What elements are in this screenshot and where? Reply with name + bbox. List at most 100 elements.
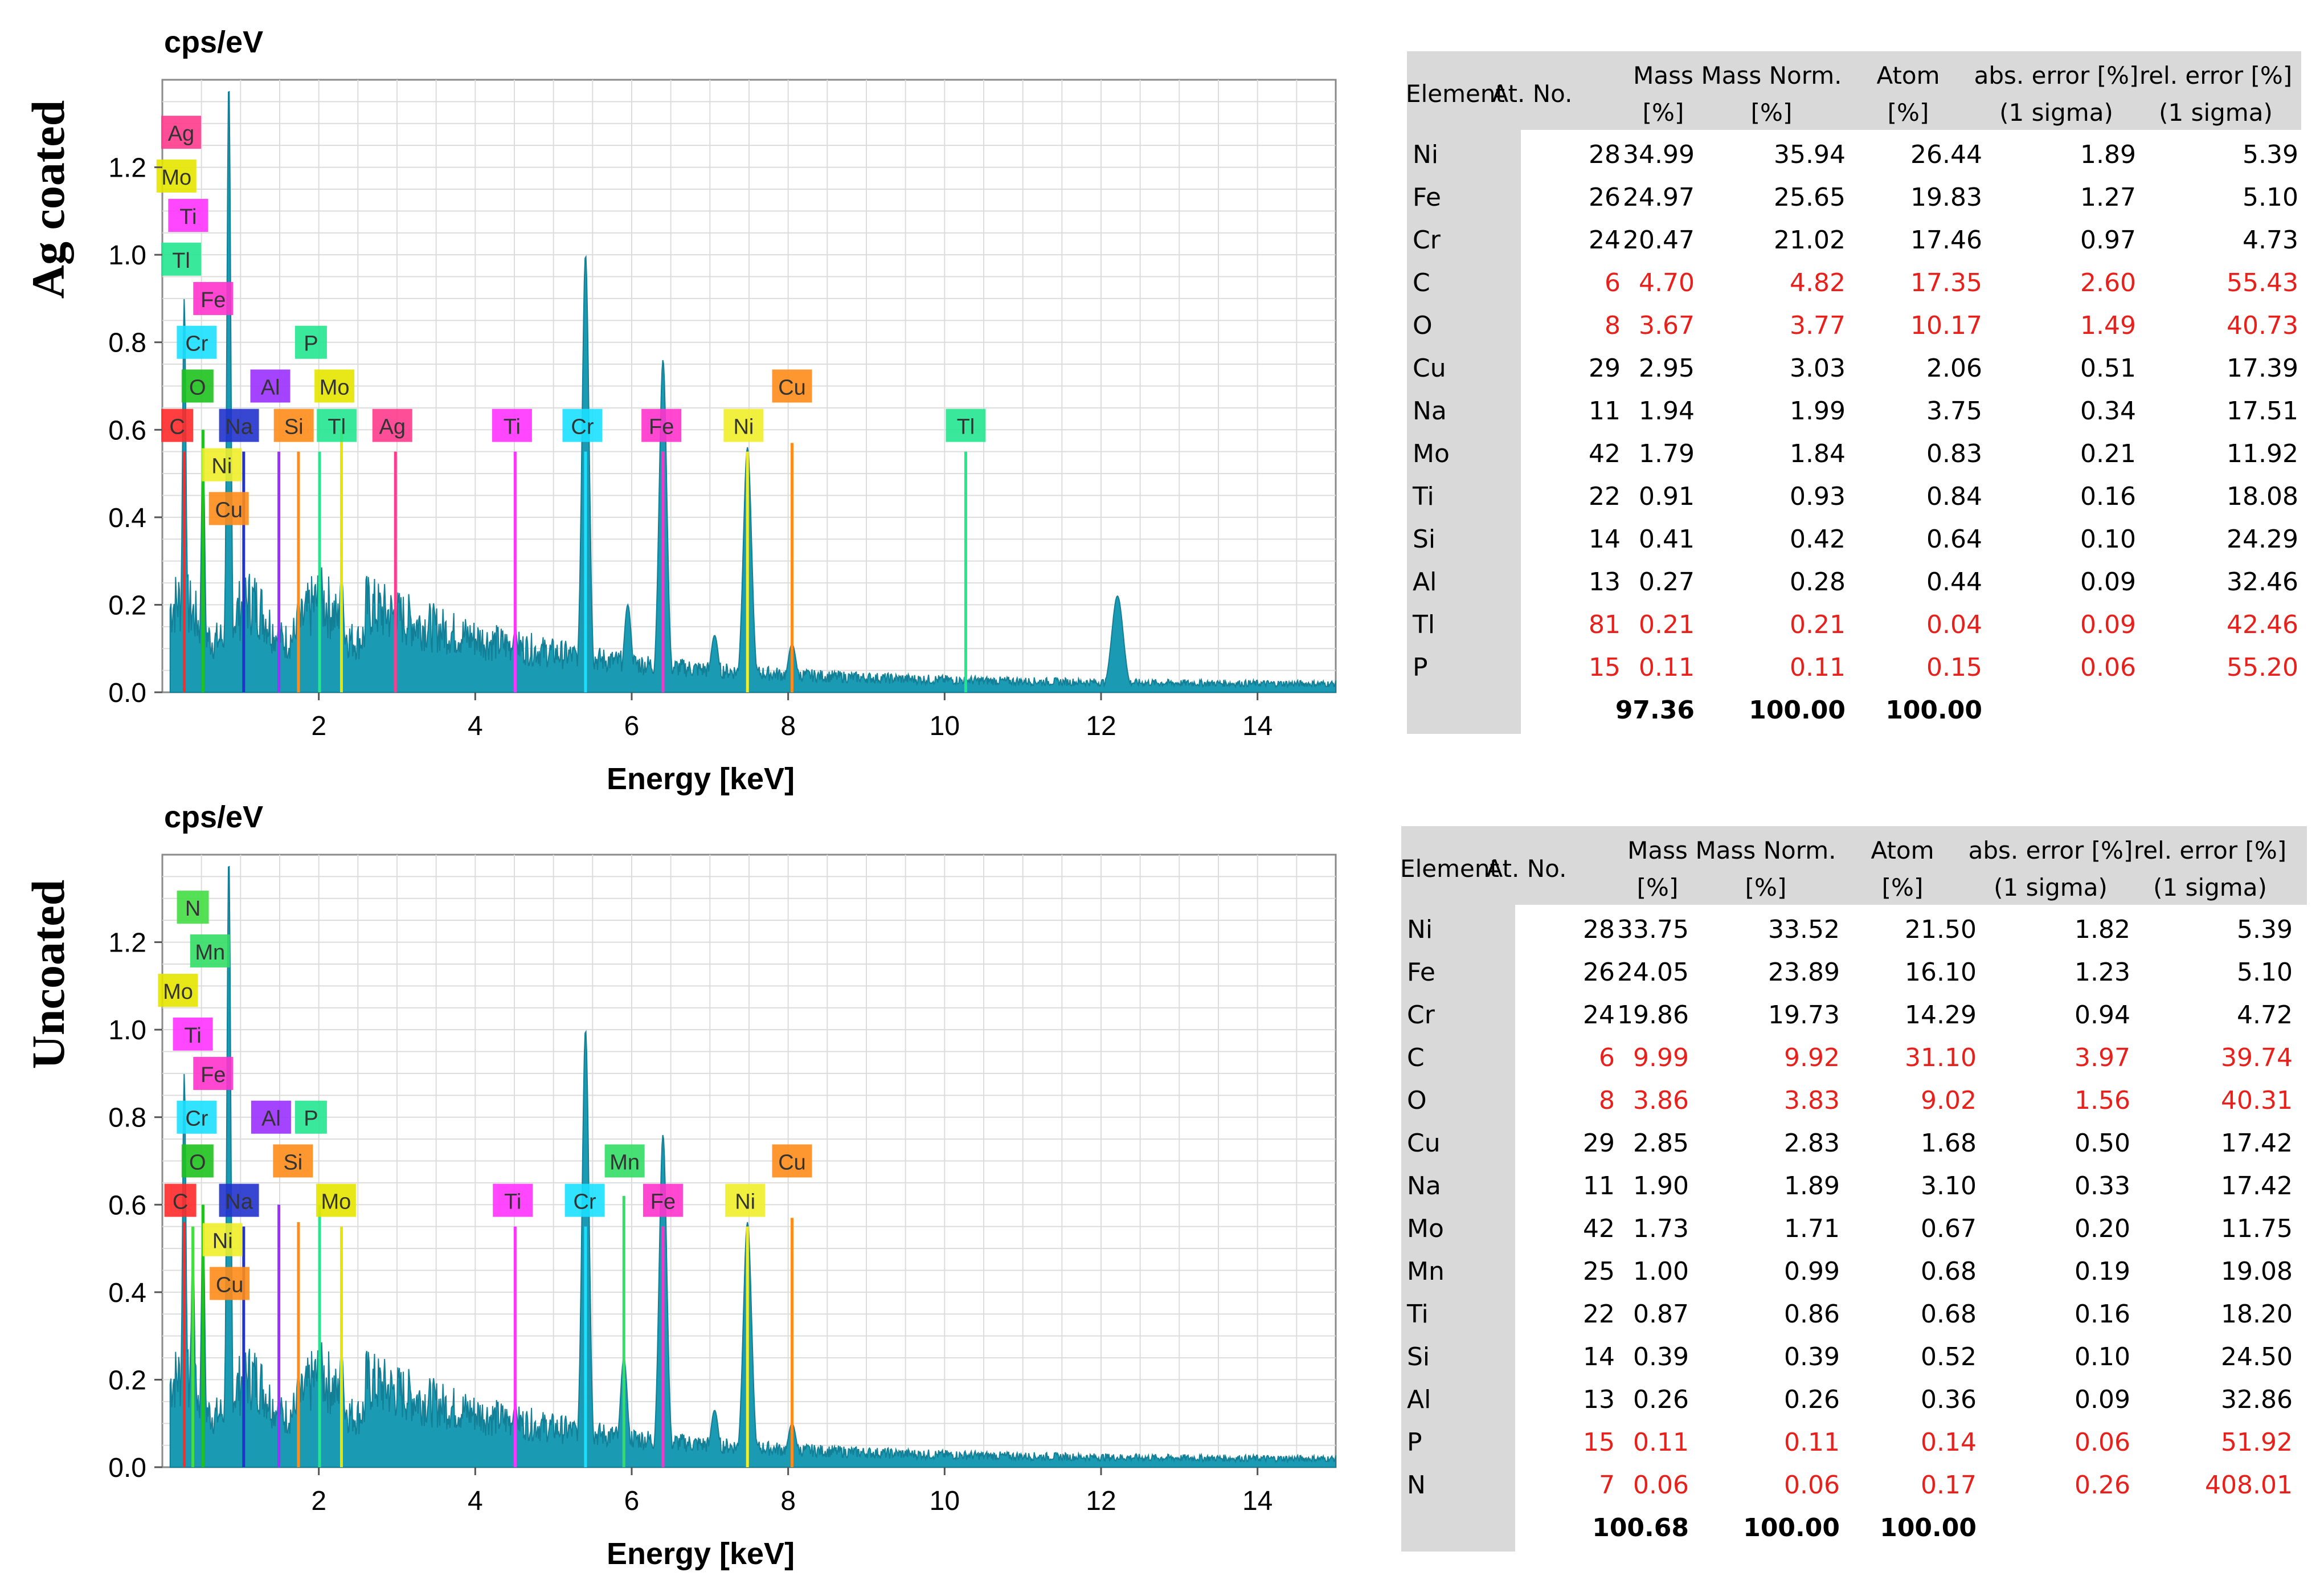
element-label-box [250, 369, 290, 403]
element-label-o: O [181, 369, 214, 403]
table-value-cell: 1.23 [2075, 958, 2130, 987]
element-label-box [772, 1144, 812, 1178]
table-value-cell: 0.14 [1921, 1428, 1977, 1457]
element-label-tl: Tl [161, 242, 201, 276]
element-label-c: C [161, 409, 194, 442]
table-value-cell: 0.28 [1790, 568, 1846, 597]
table-value-cell: 19.08 [2221, 1257, 2293, 1286]
table-value-cell: 5.10 [2237, 958, 2293, 987]
table-value-cell: 5.10 [2243, 183, 2298, 212]
y-tick-label: 0.4 [108, 1278, 146, 1308]
y-tick-label: 1.2 [108, 928, 146, 958]
table-value-cell: 10.17 [1910, 311, 1982, 340]
element-label-fe: Fe [641, 409, 682, 442]
table-value-cell: 0.51 [2080, 354, 2136, 383]
element-label-text: Na [225, 1190, 253, 1214]
element-label-box [158, 974, 198, 1007]
table-value-cell: 19.83 [1910, 183, 1982, 212]
element-label-text: Ag [168, 122, 194, 146]
table-value-cell: 1.84 [1790, 439, 1846, 468]
element-label-text: Mn [609, 1151, 640, 1175]
table-value-cell: 0.19 [2075, 1257, 2130, 1286]
element-label-text: N [185, 897, 201, 921]
element-label-box [317, 409, 357, 442]
x-tick-label: 8 [780, 1486, 796, 1516]
table-value-cell: 55.43 [2227, 268, 2298, 297]
element-label-na: Na [219, 1183, 259, 1217]
table-value-cell: 1.90 [1633, 1171, 1689, 1201]
table-value-cell: 11.75 [2221, 1214, 2293, 1243]
table-value-cell: 0.91 [1639, 482, 1695, 511]
table-value-cell: 15 [1589, 653, 1621, 682]
table-value-cell: 2.95 [1639, 354, 1695, 383]
element-label-mo: Mo [316, 1183, 356, 1217]
table-value-cell: 18.20 [2221, 1300, 2293, 1329]
element-label-text: Cr [185, 332, 208, 356]
table-value-cell: 3.97 [2075, 1043, 2130, 1072]
table-value-cell: 0.15 [1926, 653, 1982, 682]
table-element-cell: P [1413, 653, 1428, 682]
element-label-box [316, 1183, 356, 1217]
table-element-cell: Ni [1413, 140, 1439, 169]
element-label-text: Cu [216, 1273, 244, 1297]
y-axis-label: cps/eV [164, 800, 263, 834]
table-value-cell: 0.10 [2080, 525, 2136, 554]
element-label-mn: Mn [604, 1144, 645, 1178]
table-value-cell: 1.27 [2080, 183, 2136, 212]
table-element-cell: Ni [1407, 915, 1433, 944]
table-header-cell: rel. error [%] (1 sigma) [2133, 836, 2287, 902]
table-value-cell: 1.68 [1921, 1129, 1977, 1158]
element-label-box [641, 409, 682, 442]
table-value-cell: 1.89 [2080, 140, 2136, 169]
table-value-cell: 24 [1589, 226, 1621, 255]
element-label-text: Ni [212, 1230, 233, 1254]
x-axis-label: Energy [keV] [607, 1537, 795, 1571]
table-total-cell: 100.00 [1880, 1513, 1977, 1542]
element-label-text: O [189, 376, 206, 400]
table-value-cell: 0.21 [2080, 439, 2136, 468]
y-tick-label: 0.6 [108, 1190, 146, 1220]
element-label-text: Tl [957, 415, 975, 439]
element-label-text: Cr [574, 1190, 596, 1214]
table-value-cell: 35.94 [1774, 140, 1846, 169]
table-value-cell: 17.42 [2221, 1129, 2293, 1158]
y-tick-label: 0.6 [108, 415, 146, 446]
element-label-box [193, 281, 234, 315]
table-element-cell: Fe [1413, 183, 1441, 212]
element-label-box [643, 1183, 683, 1217]
table-value-cell: 0.17 [1921, 1471, 1977, 1500]
table-value-cell: 17.51 [2227, 397, 2298, 426]
table-value-cell: 32.46 [2227, 568, 2298, 597]
table-value-cell: 1.94 [1639, 397, 1695, 426]
composition-table-ag-coated: Element At. No. Mass [%] Mass Norm. [%] Atom… [1406, 51, 2301, 734]
y-tick-label: 0.8 [108, 328, 146, 358]
table-value-cell: 81 [1589, 610, 1621, 639]
element-label-box [564, 1183, 605, 1217]
table-header-cell: Mass Norm. [%] [1695, 836, 1836, 902]
element-label-cr: Cr [177, 325, 217, 359]
table-element-cell: O [1407, 1086, 1427, 1115]
spectrum-series [169, 91, 1336, 693]
table-value-cell: 1.56 [2075, 1086, 2130, 1115]
element-label-cu: Cu [772, 1144, 812, 1178]
element-label-box [177, 1100, 217, 1134]
element-label-ti: Ti [492, 409, 532, 442]
table-header-cell: Mass Norm. [%] [1701, 62, 1842, 127]
y-tick-label: 0.8 [108, 1103, 146, 1133]
spectrum-series [169, 866, 1336, 1468]
table-value-cell: 0.83 [1926, 439, 1982, 468]
element-column-bg [1407, 130, 1521, 734]
x-tick-label: 12 [1086, 1486, 1116, 1516]
element-label-cu: Cu [772, 369, 812, 403]
element-label-text: Si [283, 1151, 302, 1175]
table-value-cell: 11 [1583, 1171, 1615, 1201]
table-value-cell: 0.68 [1921, 1300, 1977, 1329]
y-tick-label: 0.0 [108, 678, 146, 708]
table-value-cell: 0.84 [1926, 482, 1982, 511]
element-label-text: Tl [172, 249, 190, 273]
table-value-cell: 19.86 [1617, 1001, 1689, 1030]
element-label-c: C [164, 1183, 197, 1217]
x-tick-label: 10 [930, 711, 960, 741]
row-label-ag-coated: Ag coated [20, 0, 77, 399]
table-value-cell: 42.46 [2227, 610, 2298, 639]
